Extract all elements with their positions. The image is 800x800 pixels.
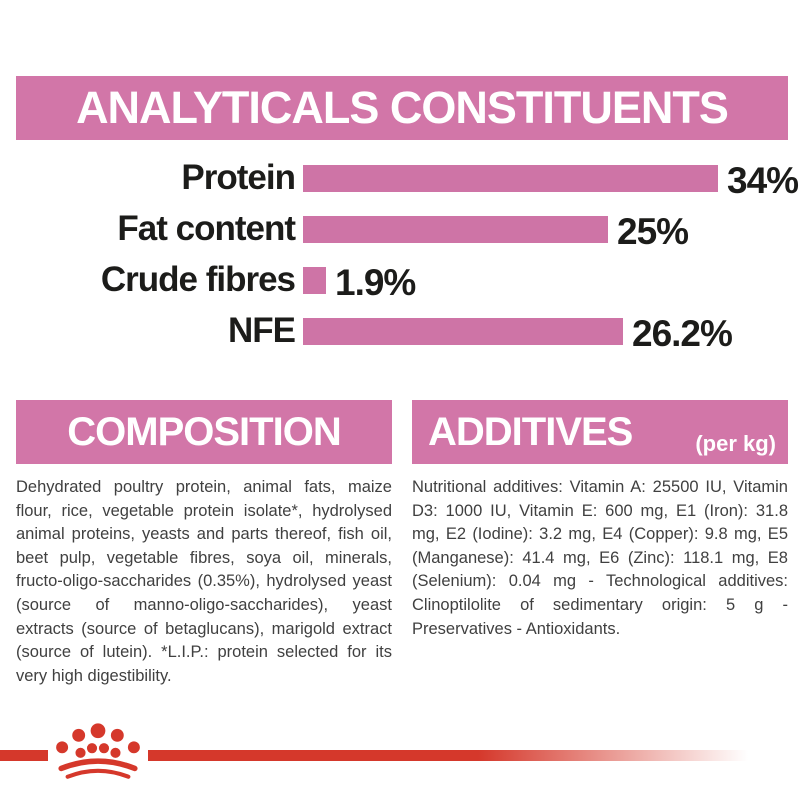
chart-label: Protein xyxy=(181,158,296,197)
composition-section: COMPOSITION Dehydrated poultry protein, … xyxy=(16,400,392,688)
composition-title: COMPOSITION xyxy=(67,409,341,454)
chart-label: NFE xyxy=(228,311,296,350)
chart-value: 1.9% xyxy=(335,262,416,303)
analyticals-banner: ANALYTICALS CONSTITUENTS xyxy=(16,76,788,140)
additives-title: ADDITIVES xyxy=(428,409,633,454)
chart-value: 26.2% xyxy=(632,313,733,354)
chart-bar xyxy=(303,266,326,294)
chart-row-fat-content: Fat content 25% xyxy=(0,204,800,254)
chart-bar xyxy=(303,317,623,345)
chart-bar xyxy=(303,215,608,243)
chart-row-protein: Protein 34% xyxy=(0,153,800,203)
banner-title: ANALYTICALS CONSTITUENTS xyxy=(76,82,729,133)
royal-canin-crown-logo-icon xyxy=(56,723,140,779)
chart-row-nfe: NFE 26.2% xyxy=(0,306,800,356)
analyticals-bar-chart: Protein 34% Fat content 25% Crude fibres… xyxy=(0,153,800,357)
chart-value: 25% xyxy=(617,211,689,252)
chart-value: 34% xyxy=(727,160,799,201)
additives-unit-label: (per kg) xyxy=(695,431,776,456)
brand-divider-line-right xyxy=(148,750,748,761)
composition-body: Dehydrated poultry protein, animal fats,… xyxy=(16,478,392,685)
additives-header: ADDITIVES (per kg) xyxy=(412,400,788,464)
additives-body: Nutritional additives: Vitamin A: 25500 … xyxy=(412,478,788,638)
composition-header: COMPOSITION xyxy=(16,400,392,464)
chart-label: Crude fibres xyxy=(100,260,296,299)
brand-divider-line-left xyxy=(0,750,48,761)
chart-bar xyxy=(303,164,718,192)
chart-row-crude-fibres: Crude fibres 1.9% xyxy=(0,255,800,305)
additives-section: ADDITIVES (per kg) Nutritional additives… xyxy=(412,400,788,641)
chart-label: Fat content xyxy=(117,209,296,248)
